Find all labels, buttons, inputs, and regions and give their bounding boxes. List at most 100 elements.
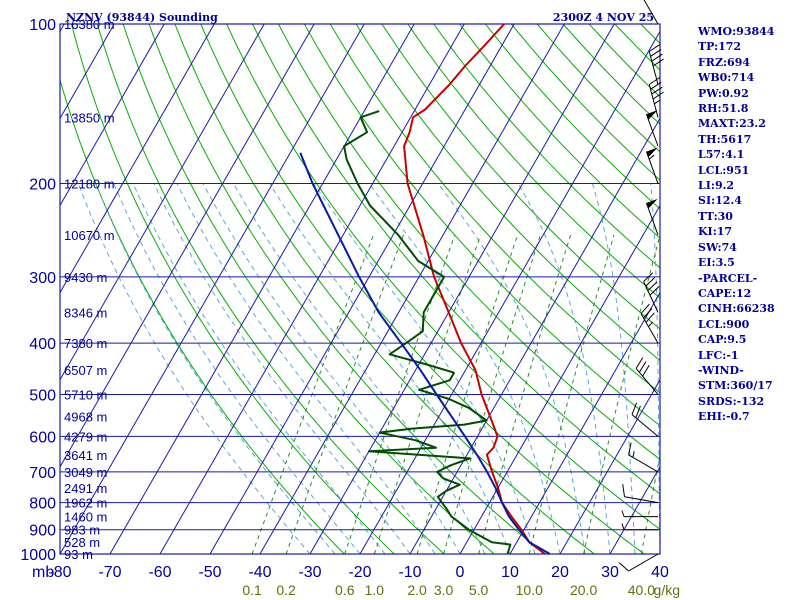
temperature-tick-label: 40	[651, 564, 669, 581]
stability-index-item: TH:5617	[698, 132, 752, 146]
mixing-ratio-line	[528, 234, 615, 554]
temperature-tick-label: -10	[398, 564, 421, 581]
dry-adiabat-line	[200, 24, 646, 554]
moist-adiabat-line	[269, 183, 511, 554]
stability-index-item: CAPE:12	[698, 286, 752, 300]
temperature-tick-label: 0	[456, 564, 465, 581]
mixing-ratio-tick-label: 0.2	[276, 582, 296, 598]
wind-barb	[621, 510, 659, 518]
stability-indices-panel: WMO:93844 TP:172 FRZ:694 WB0:714 PW:0.92 RH:5…	[698, 24, 800, 425]
pressure-unit-label: mb	[32, 564, 54, 581]
wind-barb	[635, 357, 659, 395]
dewpoint-profile-line	[343, 110, 512, 554]
mixing-ratio-line	[416, 234, 519, 554]
temperature-profile-line	[403, 24, 549, 554]
mixing-ratio-line	[251, 234, 375, 554]
mixing-ratio-line	[373, 234, 482, 554]
wind-barb	[640, 303, 659, 344]
stability-index-item: LCL:900	[698, 317, 750, 331]
stability-index-item: EI:3.5	[698, 256, 735, 270]
height-label: 2491 m	[64, 481, 107, 496]
stability-index-item: LI:9.2	[698, 179, 735, 193]
stability-index-item: -WIND-	[698, 363, 744, 377]
moist-adiabat-line	[77, 183, 311, 554]
wind-barb	[643, 0, 659, 25]
wind-barb	[622, 484, 659, 504]
stability-index-item: SI:12.4	[698, 194, 742, 208]
height-label: 528 m	[64, 535, 100, 550]
isotherm-line	[409, 117, 660, 554]
stability-index-item: RH:51.8	[698, 102, 749, 116]
mixing-ratio-tick-label: 10.0	[516, 582, 543, 598]
pressure-tick-label: 300	[29, 270, 56, 287]
dry-adiabat-line	[433, 24, 660, 269]
stability-index-item: WB0:714	[698, 71, 755, 85]
mixing-ratio-tick-label: 2.0	[407, 582, 427, 598]
mixing-ratio-tick-label: 0.1	[242, 582, 262, 598]
stability-index-item: WMO:93844	[698, 25, 775, 38]
wind-barb	[628, 442, 659, 473]
mixing-ratio-unit-label: g/kg	[654, 582, 680, 598]
dry-adiabat-line	[407, 24, 660, 299]
dry-adiabat-line	[329, 24, 660, 394]
mixing-ratio-tick-label: 40.0	[628, 582, 655, 598]
pressure-tick-label: 400	[29, 336, 56, 353]
wind-barb	[631, 402, 659, 437]
isotherm-line	[60, 24, 165, 207]
height-label: 13850 m	[64, 110, 115, 125]
stability-index-item: MAXT:23.2	[698, 117, 766, 131]
stability-index-item: STM:360/17	[698, 379, 773, 393]
wind-barb	[645, 110, 659, 147]
isotherm-line	[60, 24, 265, 381]
parcel-profile-line	[299, 152, 551, 554]
dry-adiabat-line	[96, 24, 446, 554]
isotherm-line	[209, 24, 515, 554]
mixing-ratio-tick-label: 5.0	[469, 582, 489, 598]
height-label: 983 m	[64, 523, 100, 538]
pressure-tick-label: 100	[29, 17, 56, 34]
mixing-ratio-line	[344, 234, 456, 554]
height-label: 12180 m	[64, 177, 115, 192]
isotherm-line	[109, 24, 415, 554]
isotherm-line	[509, 291, 660, 554]
pressure-tick-label: 500	[29, 387, 56, 404]
temperature-tick-label: -80	[48, 564, 71, 581]
isotherm-line	[559, 378, 660, 554]
isotherm-line	[60, 24, 315, 468]
dry-adiabat-line	[381, 24, 660, 330]
isotherm-line	[60, 24, 115, 120]
isotherm-line	[60, 24, 215, 294]
chart-title-valid-time: 2300Z 4 NOV 25	[553, 11, 654, 24]
stability-index-item: L57:4.1	[698, 148, 745, 162]
stability-index-item: -PARCEL-	[698, 271, 758, 285]
isotherm-line	[309, 24, 615, 554]
temperature-tick-label: -20	[348, 564, 371, 581]
pressure-tick-label: 800	[29, 496, 56, 513]
temperature-tick-label: 10	[501, 564, 519, 581]
mixing-ratio-line	[285, 234, 404, 554]
isotherm-line	[159, 24, 465, 554]
dry-adiabat-line	[122, 24, 496, 554]
wind-barb	[621, 523, 659, 531]
height-label: 3049 m	[64, 465, 107, 480]
height-label: 6507 m	[64, 363, 107, 378]
wind-barb	[645, 147, 659, 184]
stability-index-item: EHI:-0.7	[698, 410, 750, 424]
moist-adiabat-line	[132, 183, 386, 554]
mixing-ratio-tick-label: 0.6	[335, 582, 355, 598]
temperature-tick-label: -70	[98, 564, 121, 581]
height-label: 16380 m	[64, 17, 115, 32]
dry-adiabat-line	[60, 78, 345, 554]
stability-index-item: CAP:9.5	[698, 333, 747, 347]
plot-frame	[59, 23, 661, 555]
pressure-tick-label: 700	[29, 465, 56, 482]
wind-barb	[618, 553, 659, 572]
pressure-tick-label: 1000	[20, 547, 56, 564]
temperature-tick-label: 30	[601, 564, 619, 581]
dry-adiabat-line	[252, 24, 660, 495]
isotherm-line	[459, 204, 660, 554]
dry-adiabat-line	[70, 24, 396, 554]
stability-index-item: SW:74	[698, 240, 737, 254]
temperature-tick-label: -60	[148, 564, 171, 581]
